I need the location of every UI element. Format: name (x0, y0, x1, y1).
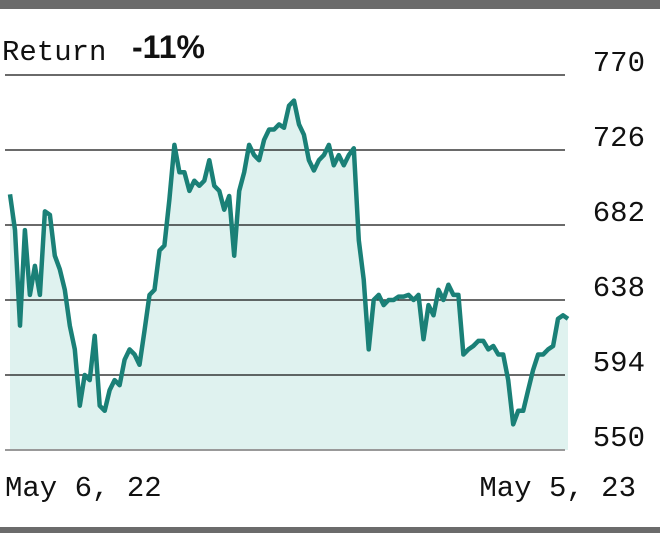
y-tick-label: 726 (593, 122, 645, 155)
x-tick-label: May 5, 23 (479, 472, 636, 505)
y-tick-label: 770 (593, 47, 645, 80)
y-tick-label: 594 (593, 347, 645, 380)
return-value: -11% (132, 29, 205, 65)
chart-title: Return (2, 36, 106, 69)
top-bar (0, 0, 660, 9)
bottom-bar (0, 527, 660, 533)
y-tick-label: 638 (593, 272, 645, 305)
area (10, 100, 568, 450)
x-tick-label: May 6, 22 (5, 472, 162, 505)
line (7, 98, 570, 427)
y-tick-label: 682 (593, 197, 645, 230)
y-tick-label: 550 (593, 422, 645, 455)
